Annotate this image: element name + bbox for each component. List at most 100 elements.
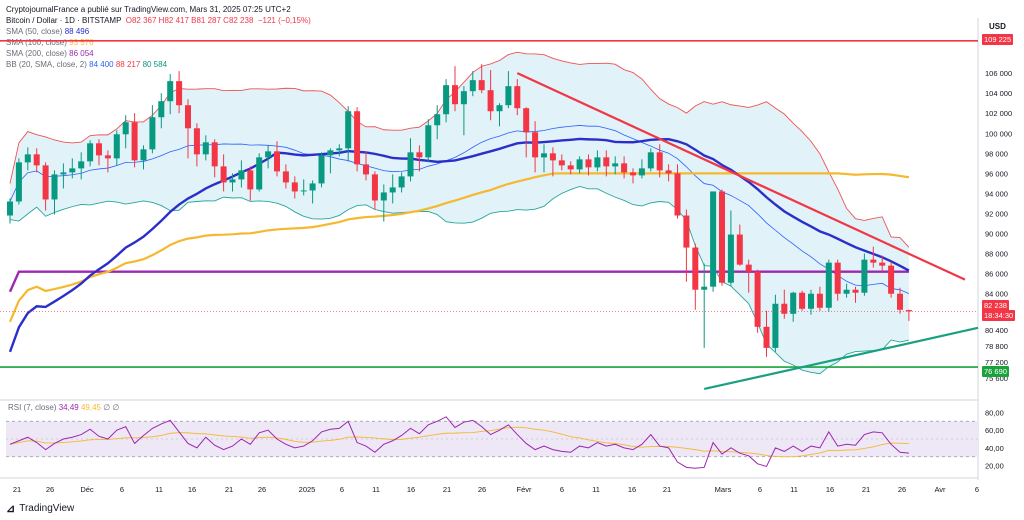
trendlines	[516, 72, 979, 391]
candle-body	[87, 143, 94, 162]
candle-body	[149, 117, 156, 150]
candle-body	[478, 80, 485, 91]
time-tick-label: 21	[862, 485, 870, 494]
candle-body	[327, 150, 334, 156]
rsi-tick-label: 80,00	[985, 408, 1004, 417]
price-tick-label: 78 800	[985, 342, 1008, 351]
bb-basis-value: 84 400	[89, 60, 114, 69]
price-change: −121 (−0,15%)	[257, 16, 311, 25]
currency-label: USD	[989, 22, 1006, 31]
candle-body	[96, 143, 102, 156]
time-tick-label: Mars	[715, 485, 732, 494]
candle-body	[897, 293, 903, 310]
tradingview-brand[interactable]: ⊿ TradingView	[6, 502, 74, 515]
time-tick-label: 16	[407, 485, 415, 494]
candle-body	[282, 171, 289, 183]
time-tick-label: 11	[155, 485, 163, 494]
time-tick-label: 21	[13, 485, 21, 494]
candle-body	[781, 303, 788, 314]
candle-body	[247, 170, 254, 190]
candle-body	[852, 289, 859, 293]
support-price-tag: 76 690	[982, 366, 1009, 377]
candle-body	[843, 289, 850, 294]
candle-body	[176, 81, 183, 106]
bb-legend[interactable]: BB (20, SMA, close, 2) 84 400 88 217 80 …	[6, 59, 311, 70]
price-tick-label: 90 000	[985, 230, 1008, 239]
price-tick-label: 80 400	[985, 326, 1008, 335]
candle-body	[389, 187, 396, 193]
rsi-ma-line	[9, 426, 909, 458]
time-tick-label: 21	[225, 485, 233, 494]
price-tick-label: 104 000	[985, 89, 1012, 98]
candle-body	[576, 159, 583, 170]
time-tick-label: 21	[663, 485, 671, 494]
rsi-value: 34,49	[58, 403, 79, 412]
candle-body	[790, 292, 797, 314]
candle-body	[745, 264, 752, 272]
symbol-label[interactable]: Bitcoin / Dollar · 1D · BITSTAMP	[6, 16, 122, 25]
candle-body	[460, 91, 467, 105]
rsi-tick-label: 60,00	[985, 426, 1004, 435]
sma100-legend[interactable]: SMA (100, close) 93 576	[6, 37, 311, 48]
bb-label: BB (20, SMA, close, 2)	[6, 60, 87, 69]
candle-body	[122, 122, 129, 135]
price-tick-label: 86 000	[985, 270, 1008, 279]
candle-body	[380, 192, 387, 201]
price-tick-label: 77 200	[985, 358, 1008, 367]
rsi-legend[interactable]: RSI (7, close) 34,49 49,45 ∅ ∅	[8, 402, 119, 413]
candle-body	[113, 134, 120, 159]
candle-body	[532, 132, 539, 158]
candle-body	[238, 170, 245, 180]
chart-legend: CryptojournalFrance a publié sur Trading…	[6, 4, 311, 70]
candle-body	[220, 166, 227, 183]
candle-body	[42, 165, 49, 200]
time-tick-label: 16	[188, 485, 196, 494]
candle-body	[185, 105, 191, 129]
price-tick-label: 102 000	[985, 109, 1012, 118]
time-tick-label: 6	[120, 485, 124, 494]
candle-body	[523, 108, 530, 133]
bb-basis-line	[9, 125, 910, 295]
price-tick-label: 84 000	[985, 290, 1008, 299]
bb-lower-value: 80 584	[142, 60, 168, 69]
time-tick-label: Déc	[80, 485, 94, 494]
sma50-legend[interactable]: SMA (50, close) 88 496	[6, 26, 311, 37]
candle-body	[336, 148, 343, 151]
candle-body	[905, 310, 912, 312]
rsi-line	[9, 416, 909, 469]
sma200-legend[interactable]: SMA (200, close) 86 054	[6, 48, 311, 59]
candle-body	[763, 326, 770, 348]
candle-body	[683, 215, 690, 248]
candle-body	[15, 162, 22, 202]
candle-body	[256, 157, 263, 190]
candle-body	[816, 293, 823, 308]
sma50-value: 88 496	[64, 27, 90, 36]
candle-body	[754, 271, 761, 327]
candle-body	[345, 111, 352, 149]
descending-trendline	[516, 72, 966, 281]
time-tick-label: Févr	[517, 485, 533, 494]
countdown-tag: 18:34:30	[982, 310, 1016, 321]
sma100-line	[8, 172, 910, 323]
candle-body	[549, 153, 556, 161]
time-tick-label: 6	[340, 485, 344, 494]
time-tick-label: 26	[898, 485, 906, 494]
candle-body	[621, 163, 628, 173]
candle-body	[443, 85, 450, 115]
candle-body	[630, 172, 636, 176]
sma50-line	[8, 137, 910, 353]
candle-body	[736, 234, 743, 265]
time-tick-label: 26	[258, 485, 266, 494]
candle-body	[416, 152, 423, 158]
rsi-pane	[6, 416, 978, 469]
time-tick-label: 6	[975, 485, 979, 494]
sma200-label: SMA (200, close)	[6, 49, 67, 58]
candle-body	[167, 81, 174, 102]
candle-body	[24, 154, 31, 163]
price-tick-label: 75 600	[985, 374, 1008, 383]
brand-name: TradingView	[19, 503, 75, 514]
sma200-value: 86 054	[69, 49, 94, 58]
candle-body	[193, 128, 200, 155]
candle-body	[772, 303, 779, 348]
